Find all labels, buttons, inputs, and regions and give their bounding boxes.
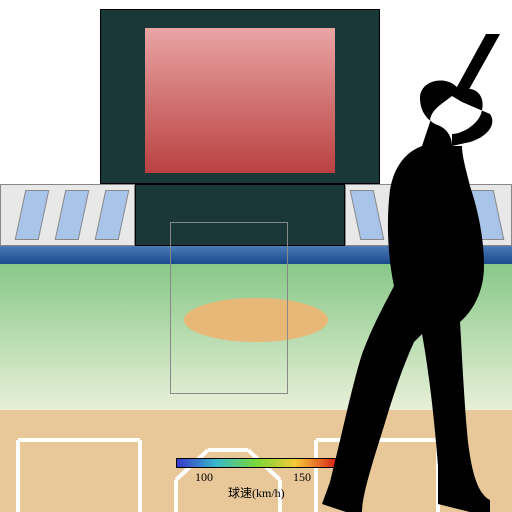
- batter-silhouette: [302, 34, 512, 512]
- baseball-pitch-diagram: 100 150 球速(km/h): [0, 0, 512, 512]
- strike-zone-box: [170, 222, 288, 394]
- legend-tick-100: 100: [195, 470, 213, 485]
- legend-label: 球速(km/h): [228, 484, 285, 501]
